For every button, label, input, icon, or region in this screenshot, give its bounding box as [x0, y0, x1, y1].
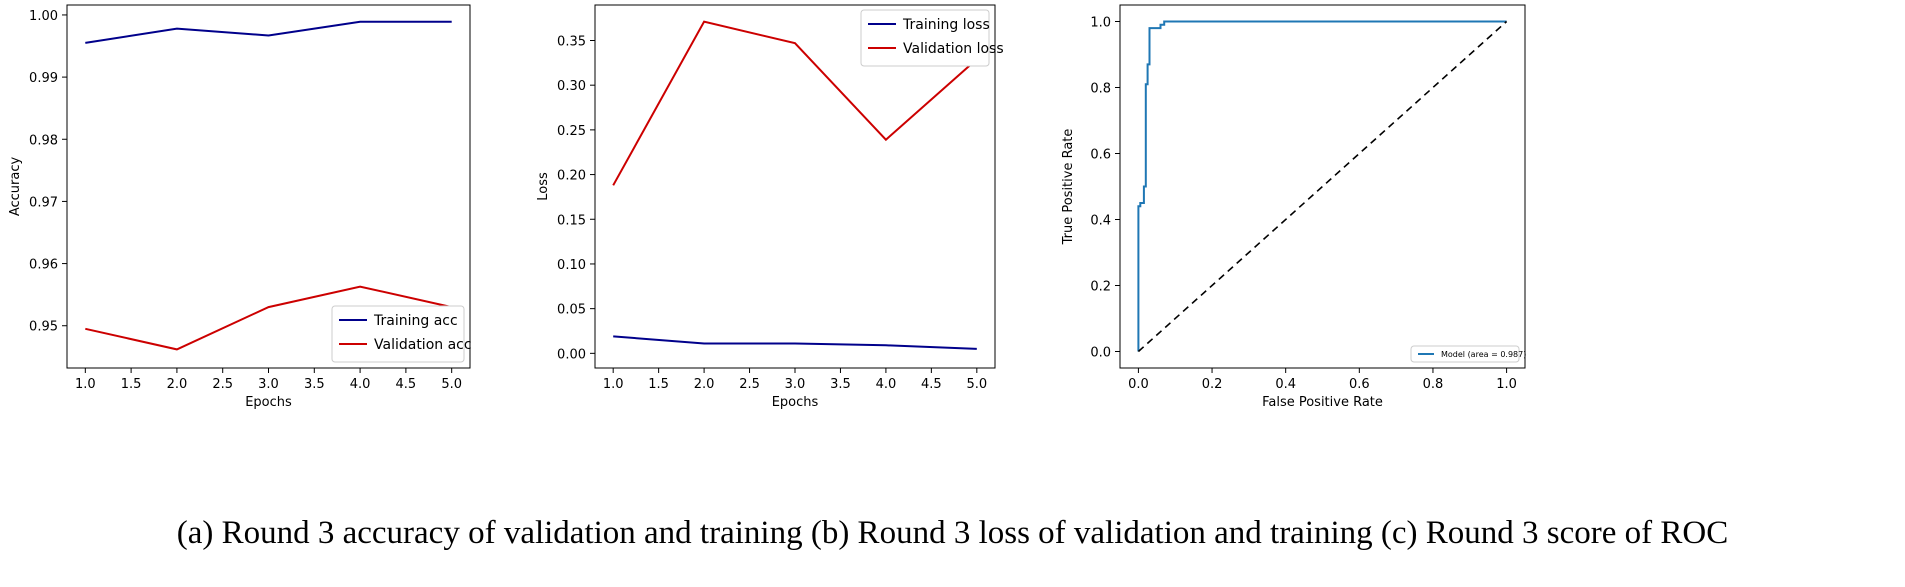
x-tick-label: 2.5: [212, 377, 233, 392]
y-tick-label: 0.8: [1090, 82, 1111, 97]
legend: Training acc Validation acc: [331, 305, 472, 363]
y-axis-label: Loss: [536, 172, 551, 201]
x-tick-label: 3.5: [830, 377, 851, 392]
y-tick-label: 0.4: [1090, 214, 1111, 229]
y-tick-label: 0.95: [29, 320, 58, 335]
x-tick-label: 4.5: [396, 377, 417, 392]
legend: Model (area = 0.987): [1410, 345, 1526, 363]
x-tick-label: 3.0: [785, 377, 806, 392]
legend-label: Validation loss: [903, 41, 1004, 57]
x-tick-label: 4.5: [921, 377, 942, 392]
x-tick-label: 3.5: [304, 377, 325, 392]
y-tick-label: 0.20: [557, 169, 586, 184]
legend-label: Model (area = 0.987): [1441, 350, 1526, 359]
x-tick-label: 0.2: [1202, 377, 1223, 392]
legend-box: [1410, 345, 1520, 363]
x-tick-label: 0.6: [1349, 377, 1370, 392]
series-line-model-area-0-987: [1137, 20, 1507, 352]
y-tick-label: 0.96: [29, 258, 58, 273]
series-line-chance: [1137, 20, 1508, 353]
x-tick-label: 5.0: [966, 377, 987, 392]
y-tick-label: 0.0: [1090, 346, 1111, 361]
x-tick-label: 3.0: [258, 377, 279, 392]
series-line-training-loss: [613, 335, 977, 350]
x-tick-label: 1.0: [1496, 377, 1517, 392]
y-tick-label: 0.2: [1090, 280, 1111, 295]
series-line-validation-loss: [612, 20, 978, 186]
y-tick-label: 0.05: [557, 303, 586, 318]
accuracy-panel: 1.0 1.5 2.0 2.5 3.0 3.5 4.0 4.5 5.0 0.95 0.96 0.97 0…: [8, 4, 472, 410]
x-axis-label: Epochs: [245, 395, 292, 410]
y-tick-label: 0.99: [29, 71, 58, 86]
y-tick-label: 0.00: [557, 347, 586, 362]
legend-label: Training loss: [902, 17, 990, 33]
legend: Training loss Validation loss: [860, 9, 1004, 67]
x-tick-label: 1.5: [121, 377, 142, 392]
plot-area-frame: [1119, 4, 1526, 369]
y-tick-label: 0.10: [557, 258, 586, 273]
x-tick-label: 0.0: [1128, 377, 1149, 392]
x-tick-label: 2.5: [739, 377, 760, 392]
legend-label: Training acc: [373, 313, 458, 329]
y-tick-label: 0.6: [1090, 148, 1111, 163]
y-tick-label: 0.30: [557, 79, 586, 94]
x-tick-label: 4.0: [876, 377, 897, 392]
x-tick-label: 2.0: [694, 377, 715, 392]
x-axis-label: False Positive Rate: [1262, 395, 1383, 410]
series-line-validation-acc: [85, 285, 452, 351]
x-tick-label: 4.0: [350, 377, 371, 392]
x-tick-label: 0.8: [1423, 377, 1444, 392]
y-tick-label: 1.0: [1090, 16, 1111, 31]
x-tick-label: 1.0: [75, 377, 96, 392]
x-axis-label: Epochs: [772, 395, 819, 410]
series-line-training-acc: [85, 20, 452, 44]
roc-panel: 0.0 0.2 0.4 0.6 0.8 1.0 0.0 0.2 0.4 0.6 0.8 1.0 Fals…: [1061, 4, 1526, 410]
y-tick-label: 0.25: [557, 124, 586, 139]
y-axis-label: Accuracy: [8, 157, 23, 217]
x-tick-label: 1.5: [648, 377, 669, 392]
y-tick-label: 0.97: [29, 195, 58, 210]
figure-caption: (a) Round 3 accuracy of validation and t…: [176, 515, 1729, 551]
x-tick-label: 0.4: [1275, 377, 1296, 392]
x-tick-label: 2.0: [167, 377, 188, 392]
legend-label: Validation acc: [374, 337, 472, 353]
y-tick-label: 0.15: [557, 213, 586, 228]
x-tick-label: 5.0: [441, 377, 462, 392]
y-axis-label: True Positive Rate: [1061, 129, 1076, 246]
loss-panel: 1.0 1.5 2.0 2.5 3.0 3.5 4.0 4.5 5.0 0.00 0.05 0.10 0…: [536, 4, 1004, 410]
y-tick-label: 0.98: [29, 133, 58, 148]
y-tick-label: 1.00: [29, 9, 58, 24]
y-tick-label: 0.35: [557, 34, 586, 49]
x-tick-label: 1.0: [603, 377, 624, 392]
